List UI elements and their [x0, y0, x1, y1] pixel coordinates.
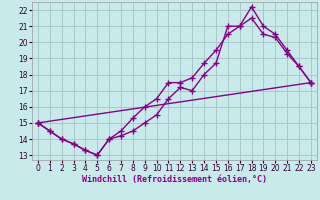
X-axis label: Windchill (Refroidissement éolien,°C): Windchill (Refroidissement éolien,°C): [82, 175, 267, 184]
